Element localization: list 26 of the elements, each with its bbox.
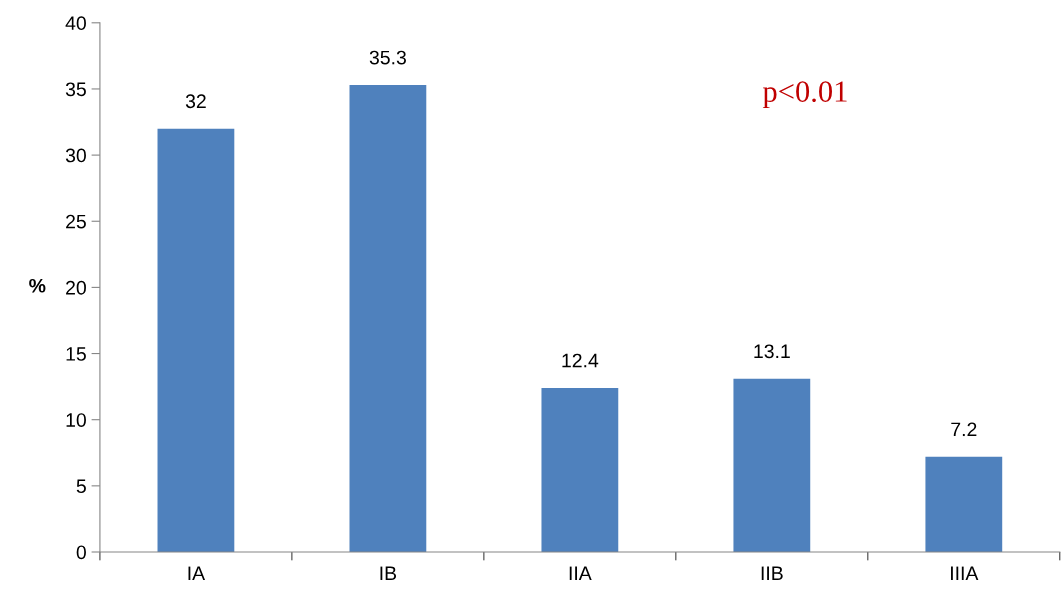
x-tick-label: IA (188, 566, 206, 580)
data-label: 7.2 (951, 422, 977, 437)
bar (157, 128, 235, 552)
data-label: 32 (185, 94, 206, 109)
x-tick-label: IIIA (951, 566, 979, 580)
annotation: p<0.01 (762, 81, 847, 109)
data-label: 13.1 (754, 344, 790, 359)
y-tick-label: 0 (76, 545, 86, 560)
y-axis-title: % (29, 278, 46, 293)
y-tick-label: 35 (65, 82, 86, 97)
bar (733, 378, 811, 552)
y-tick-label: 30 (65, 148, 86, 163)
bar (349, 84, 427, 552)
x-tick-label: IB (380, 566, 397, 580)
data-label: 35.3 (369, 50, 406, 65)
y-tick-label: 40 (65, 16, 86, 31)
bar (541, 387, 619, 552)
bar (925, 456, 1003, 552)
x-tick-label: IIA (569, 566, 592, 580)
data-label: 12.4 (562, 353, 599, 368)
y-tick-label: 5 (76, 479, 86, 494)
y-tick-label: 10 (66, 413, 86, 427)
y-tick-label: 20 (66, 280, 86, 295)
y-tick-label: 15 (66, 347, 86, 361)
y-tick-label: 25 (66, 214, 86, 229)
x-tick-label: IIB (761, 566, 783, 580)
